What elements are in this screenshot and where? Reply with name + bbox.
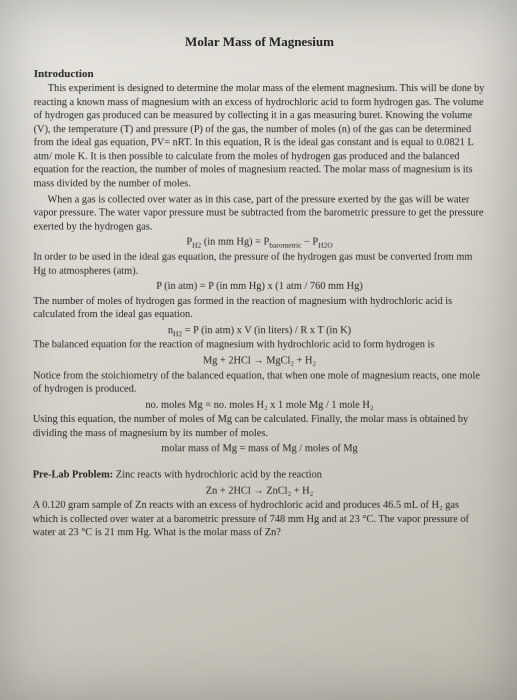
equation-pressure: PH2 (in mm Hg) = Pbarometric − PH2O xyxy=(33,236,485,250)
eq1-sub2: barometric xyxy=(269,241,301,250)
paragraph-2: When a gas is collected over water as in… xyxy=(33,193,485,234)
equation-reaction: Mg + 2HCl → MgCl₂ + H₂ xyxy=(33,354,486,368)
paragraph-1: This experiment is designed to determine… xyxy=(34,82,486,191)
equation-molar-mass: molar mass of Mg = mass of Mg / moles of… xyxy=(33,443,486,457)
eq1-c: − P xyxy=(301,237,318,248)
prelab-text: Zinc reacts with hydrochloric acid by th… xyxy=(113,469,322,480)
eq1-sub3: H2O xyxy=(318,241,332,250)
eq3-b: = P (in atm) x V (in liters) / R x T (in… xyxy=(182,325,351,336)
document-page: Molar Mass of Magnesium Introduction Thi… xyxy=(0,0,517,700)
equation-stoich: no. moles Mg = no. moles H₂ x 1 mole Mg … xyxy=(33,398,486,412)
prelab-section: Pre-Lab Problem: Zinc reacts with hydroc… xyxy=(33,468,487,540)
equation-moles: nH2 = P (in atm) x V (in liters) / R x T… xyxy=(33,324,486,338)
paragraph-7: Using this equation, the number of moles… xyxy=(33,413,486,440)
paragraph-3: In order to be used in the ideal gas equ… xyxy=(33,251,485,278)
page-title: Molar Mass of Magnesium xyxy=(34,34,485,50)
eq1-b: (in mm Hg) = P xyxy=(201,237,269,248)
paragraph-4: The number of moles of hydrogen gas form… xyxy=(33,295,486,322)
paragraph-8: A 0.120 gram sample of Zn reacts with an… xyxy=(33,499,487,540)
equation-atm: P (in atm) = P (in mm Hg) x (1 atm / 760… xyxy=(33,280,486,294)
intro-heading: Introduction xyxy=(34,68,485,80)
intro-section: Introduction This experiment is designed… xyxy=(33,68,486,456)
equation-zinc: Zn + 2HCl → ZnCl₂ + H₂ xyxy=(33,484,487,498)
paragraph-6: Notice from the stoichiometry of the bal… xyxy=(33,369,486,396)
prelab-line: Pre-Lab Problem: Zinc reacts with hydroc… xyxy=(33,468,487,482)
prelab-label: Pre-Lab Problem: xyxy=(33,469,113,480)
paragraph-5: The balanced equation for the reaction o… xyxy=(33,339,486,353)
